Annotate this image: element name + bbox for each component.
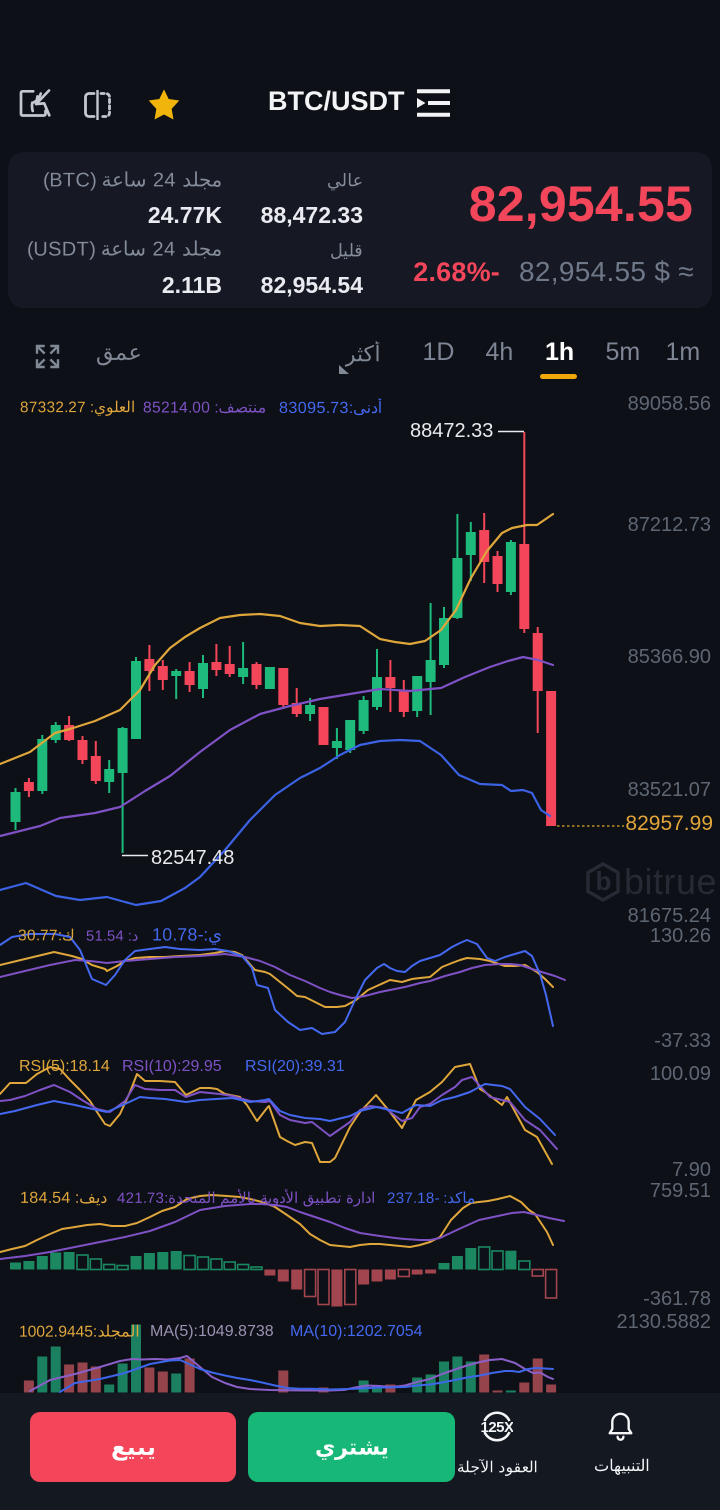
svg-text:b: b	[596, 866, 612, 896]
svg-text:125X: 125X	[481, 1419, 513, 1436]
svg-text:bitrue: bitrue	[624, 861, 717, 902]
